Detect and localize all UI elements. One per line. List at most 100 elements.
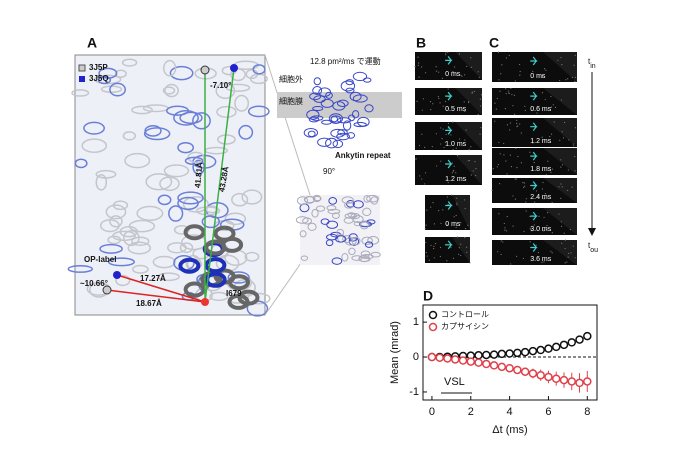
speck [470, 174, 472, 176]
top-loop [361, 236, 373, 245]
speck [425, 241, 427, 244]
speck [424, 72, 427, 74]
helix-loop [169, 65, 194, 81]
speck [517, 155, 519, 158]
data-point [427, 352, 437, 362]
speck [569, 228, 571, 231]
channel-loop [362, 77, 372, 83]
speck [437, 95, 439, 98]
speck [567, 252, 570, 255]
speck [509, 154, 511, 156]
speck [480, 94, 483, 96]
cell-edge [543, 178, 577, 203]
channel-loop [340, 80, 356, 92]
speck [426, 209, 428, 211]
speck [473, 90, 476, 93]
data-point [544, 372, 553, 382]
speck [456, 236, 459, 238]
speck [504, 108, 507, 110]
speck [495, 108, 497, 110]
helix-loop [114, 69, 127, 78]
top-loop [353, 221, 362, 227]
speck [439, 255, 441, 258]
helix-loop [143, 127, 171, 141]
speck [524, 105, 526, 107]
frame-time: 3.6 ms [530, 256, 552, 263]
speck [522, 257, 525, 260]
helix-loop [179, 111, 203, 125]
speck [543, 261, 545, 263]
x-tick-label: 2 [468, 406, 474, 418]
speck [568, 139, 570, 141]
panel-label: D [423, 288, 433, 304]
top-loop [296, 196, 309, 206]
annotation: VSL [444, 376, 465, 388]
speck [496, 97, 498, 100]
speck [519, 70, 521, 73]
top-loop [362, 207, 372, 217]
frame-time: 0 ms [445, 221, 461, 228]
speck [479, 133, 481, 135]
speck [571, 76, 573, 78]
t-main: t [588, 241, 591, 250]
speck [574, 54, 576, 56]
marker-arrow [530, 211, 538, 221]
speck [562, 137, 565, 139]
speck [532, 255, 534, 258]
helix-loop [152, 255, 176, 269]
speck [424, 183, 426, 185]
speck [519, 74, 521, 76]
speck [550, 171, 552, 173]
speck [447, 122, 450, 124]
channel-loop [337, 129, 348, 136]
speck [445, 54, 447, 56]
speck [471, 92, 473, 94]
panel-label: A [87, 35, 97, 51]
helix-loop [216, 105, 237, 118]
annotation: 41.81Å [193, 162, 204, 189]
top-loop [351, 236, 361, 246]
channel-loop [342, 120, 352, 131]
distance-line [116, 274, 206, 303]
speck [451, 162, 453, 164]
speck [456, 204, 458, 206]
speck [418, 76, 420, 78]
top-loop [347, 212, 356, 218]
annotation: 17.27Å [140, 274, 166, 283]
channel-loop [357, 116, 370, 127]
top-loop [307, 222, 317, 231]
data-point [466, 357, 476, 366]
speck [524, 109, 526, 112]
legend-label: カプサイシン [441, 322, 489, 331]
marker-arrow [445, 56, 453, 65]
speck [465, 129, 467, 131]
cell-edge [452, 195, 470, 230]
speck [506, 173, 508, 175]
speck [524, 185, 526, 187]
top-loop [313, 195, 322, 202]
marker-arrow [445, 91, 453, 101]
speck [458, 247, 460, 249]
speck [503, 222, 505, 225]
frame-time: 1.2 ms [445, 176, 467, 183]
speck [563, 121, 566, 124]
speck [451, 172, 453, 174]
helix-loop [105, 204, 127, 220]
channel-loop [345, 79, 354, 86]
helix-loop [107, 257, 135, 267]
speck [453, 165, 455, 167]
helix-loop [247, 105, 270, 118]
speck [464, 139, 466, 141]
speck [491, 189, 493, 191]
speck [458, 253, 460, 255]
marker-arrow [445, 201, 453, 210]
top-loop [315, 205, 326, 212]
speck [434, 243, 437, 245]
speck [523, 230, 525, 233]
speck [426, 255, 428, 257]
speck [470, 66, 472, 68]
speck [418, 144, 421, 147]
channel-loop [351, 110, 360, 119]
speck [419, 175, 421, 177]
speck [532, 70, 534, 72]
